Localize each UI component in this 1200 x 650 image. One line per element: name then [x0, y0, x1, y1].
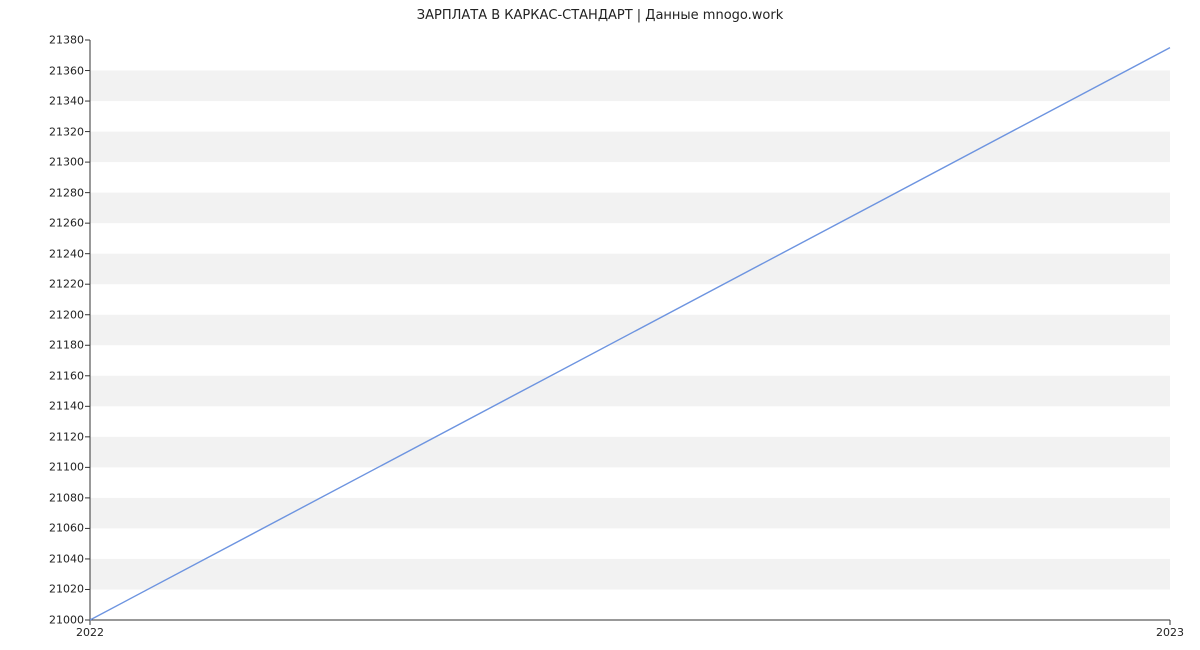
y-tick-label: 21200: [49, 308, 90, 321]
y-tick-label: 21280: [49, 186, 90, 199]
plot-area: 2100021020210402106021080211002112021140…: [90, 40, 1170, 620]
y-tick-label: 21140: [49, 400, 90, 413]
y-tick-label: 21020: [49, 583, 90, 596]
y-tick-label: 21120: [49, 430, 90, 443]
y-tick-label: 21040: [49, 552, 90, 565]
x-tick-label: 2023: [1156, 620, 1184, 639]
y-tick-label: 21240: [49, 247, 90, 260]
y-tick-label: 21180: [49, 339, 90, 352]
y-tick-label: 21320: [49, 125, 90, 138]
y-tick-label: 21360: [49, 64, 90, 77]
y-tick-label: 21080: [49, 491, 90, 504]
y-tick-label: 21340: [49, 95, 90, 108]
y-tick-label: 21160: [49, 369, 90, 382]
y-tick-label: 21300: [49, 156, 90, 169]
y-tick-label: 21220: [49, 278, 90, 291]
chart-title: ЗАРПЛАТА В КАРКАС-СТАНДАРТ | Данные mnog…: [0, 8, 1200, 23]
y-tick-label: 21380: [49, 34, 90, 47]
y-tick-label: 21060: [49, 522, 90, 535]
salary-chart: ЗАРПЛАТА В КАРКАС-СТАНДАРТ | Данные mnog…: [0, 0, 1200, 650]
y-tick-label: 21260: [49, 217, 90, 230]
x-tick-label: 2022: [76, 620, 104, 639]
y-tick-label: 21100: [49, 461, 90, 474]
plot-svg: [90, 40, 1170, 620]
